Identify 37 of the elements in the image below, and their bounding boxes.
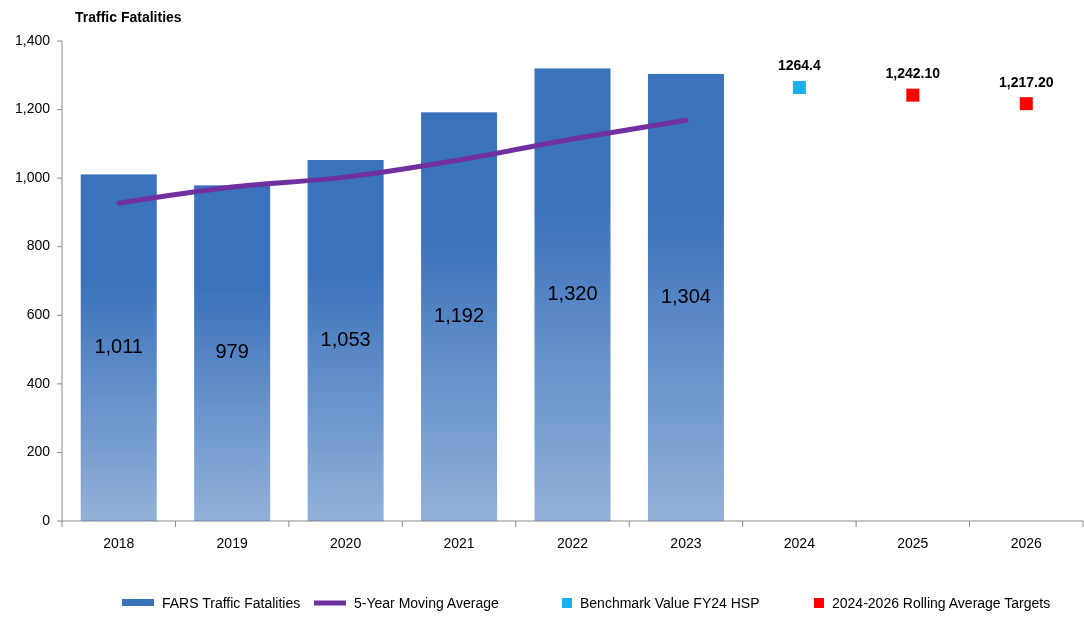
data-label: 1,192 <box>434 303 485 326</box>
y-tick-label: 800 <box>26 237 51 254</box>
y-tick-label: 1,200 <box>14 100 51 117</box>
chart-title: Traffic Fatalities <box>75 9 182 25</box>
y-tick-label: 1,000 <box>14 168 51 185</box>
legend-label: 5-Year Moving Average <box>354 595 499 611</box>
x-tick-label: 2023 <box>670 535 702 551</box>
data-label: 1,304 <box>660 284 711 307</box>
bar <box>80 174 157 521</box>
data-label: 1,053 <box>320 327 371 350</box>
data-label: 1,242.10 <box>885 65 941 82</box>
x-tick-label: 2022 <box>556 535 589 551</box>
y-tick-label: 600 <box>26 305 51 322</box>
data-label: 1264.4 <box>777 57 822 74</box>
data-label: 1,217.20 <box>999 73 1054 90</box>
bar <box>647 73 724 521</box>
y-tick-label: 1,400 <box>14 31 51 48</box>
x-tick-label: 2019 <box>216 535 248 551</box>
x-tick-label: 2024 <box>783 535 816 551</box>
x-tick-label: 2025 <box>897 535 929 551</box>
x-tick-label: 2021 <box>443 535 475 551</box>
bar <box>194 185 271 521</box>
legend-label: 2024-2026 Rolling Average Targets <box>832 595 1051 611</box>
x-tick-label: 2026 <box>1010 535 1043 551</box>
bar <box>534 68 611 521</box>
y-tick-label: 0 <box>42 511 51 528</box>
legend-label: Benchmark Value FY24 HSP <box>580 595 760 611</box>
bar <box>421 112 498 521</box>
data-label: 1,320 <box>547 282 598 304</box>
legend-label: FARS Traffic Fatalities <box>162 595 301 611</box>
x-tick-label: 2018 <box>103 535 135 551</box>
data-label: 1,011 <box>94 334 144 357</box>
data-label: 979 <box>215 340 249 363</box>
bar <box>307 159 384 521</box>
y-tick-label: 200 <box>26 443 51 460</box>
x-tick-label: 2020 <box>330 535 362 551</box>
y-tick-label: 400 <box>26 374 51 391</box>
